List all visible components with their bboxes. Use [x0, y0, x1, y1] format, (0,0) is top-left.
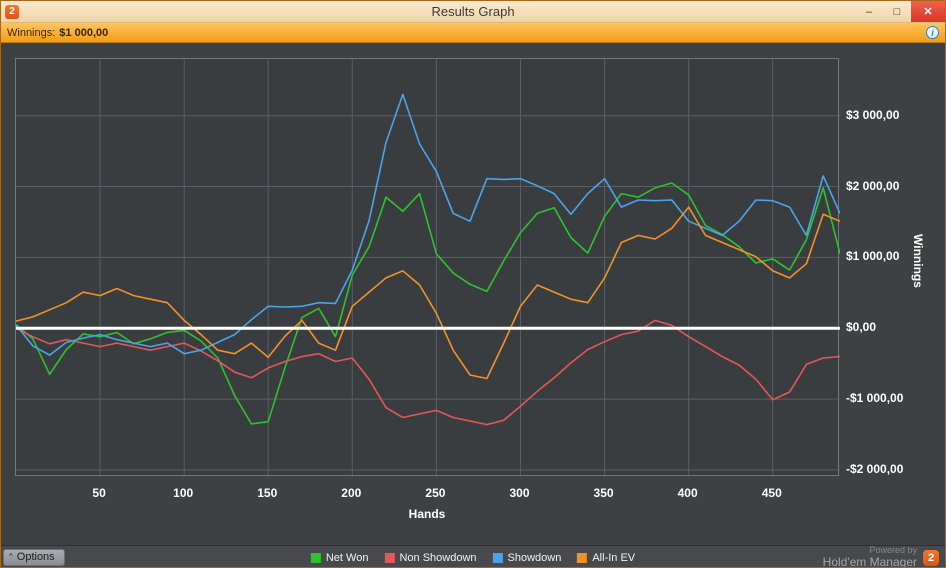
- x-tick-label: 350: [593, 486, 614, 500]
- legend-label: Non Showdown: [399, 551, 477, 564]
- chart-svg: [16, 59, 840, 477]
- x-tick-label: 250: [425, 486, 446, 500]
- legend-item-net-won: Net Won: [310, 551, 369, 564]
- y-axis-title: Winnings: [911, 234, 925, 288]
- winnings-banner: Winnings: $1 000,00 i: [1, 23, 945, 43]
- x-tick-label: 100: [173, 486, 194, 500]
- winnings-value: $1 000,00: [59, 26, 109, 39]
- window-title: Results Graph: [431, 4, 515, 19]
- winnings-label: Winnings:: [7, 26, 56, 39]
- legend-label: Net Won: [325, 551, 369, 564]
- y-tick-label: $2 000,00: [846, 178, 900, 193]
- minimize-button[interactable]: –: [865, 5, 873, 18]
- info-icon[interactable]: i: [926, 26, 939, 39]
- y-tick-label: $1 000,00: [846, 249, 900, 264]
- legend-swatch-icon: [577, 552, 588, 563]
- x-tick-label: 200: [341, 486, 362, 500]
- legend-item-showdown: Showdown: [492, 551, 562, 564]
- options-button[interactable]: ^ Options: [3, 549, 65, 566]
- x-tick-label: 400: [677, 486, 698, 500]
- maximize-button[interactable]: □: [893, 5, 901, 18]
- close-button[interactable]: ✕: [911, 1, 945, 22]
- footer-bar: ^ Options Net Won Non Showdown Showdown All…: [1, 545, 945, 568]
- chevron-up-icon: ^: [9, 552, 13, 561]
- x-tick-label: 450: [761, 486, 782, 500]
- powered-by-text: Powered by: [869, 545, 917, 556]
- legend-swatch-icon: [384, 552, 395, 563]
- chart-region: 50 100 150 200 250 300 350 400 450 $3 000,00 $2 0…: [1, 43, 945, 545]
- x-tick-label: 150: [257, 486, 278, 500]
- legend-swatch-icon: [492, 552, 503, 563]
- y-tick-label: $0,00: [846, 320, 877, 335]
- powered-by-block: Powered by Hold'em Manager 2: [822, 545, 945, 568]
- y-tick-label: -$1 000,00: [846, 391, 904, 406]
- title-bar[interactable]: 2 Results Graph – □ ✕: [1, 1, 945, 23]
- y-tick-label: $3 000,00: [846, 107, 900, 122]
- brand-logo-icon: 2: [923, 549, 939, 566]
- app-icon: 2: [5, 4, 19, 19]
- options-label: Options: [16, 551, 55, 563]
- legend-label: Showdown: [507, 551, 562, 564]
- window-controls: – □ ✕: [855, 1, 945, 22]
- legend-label: All-In EV: [592, 551, 636, 564]
- legend-swatch-icon: [310, 552, 321, 563]
- chart-plot: [15, 58, 840, 477]
- x-tick-label: 50: [92, 486, 106, 500]
- legend-item-non-showdown: Non Showdown: [384, 551, 477, 564]
- chart-legend: Net Won Non Showdown Showdown All-In EV: [310, 551, 635, 564]
- y-tick-label: -$2 000,00: [846, 461, 904, 476]
- x-axis-title: Hands: [408, 507, 446, 521]
- brand-name: Hold'em Manager: [822, 554, 917, 568]
- x-tick-label: 300: [509, 486, 530, 500]
- legend-item-all-in-ev: All-In EV: [577, 552, 635, 564]
